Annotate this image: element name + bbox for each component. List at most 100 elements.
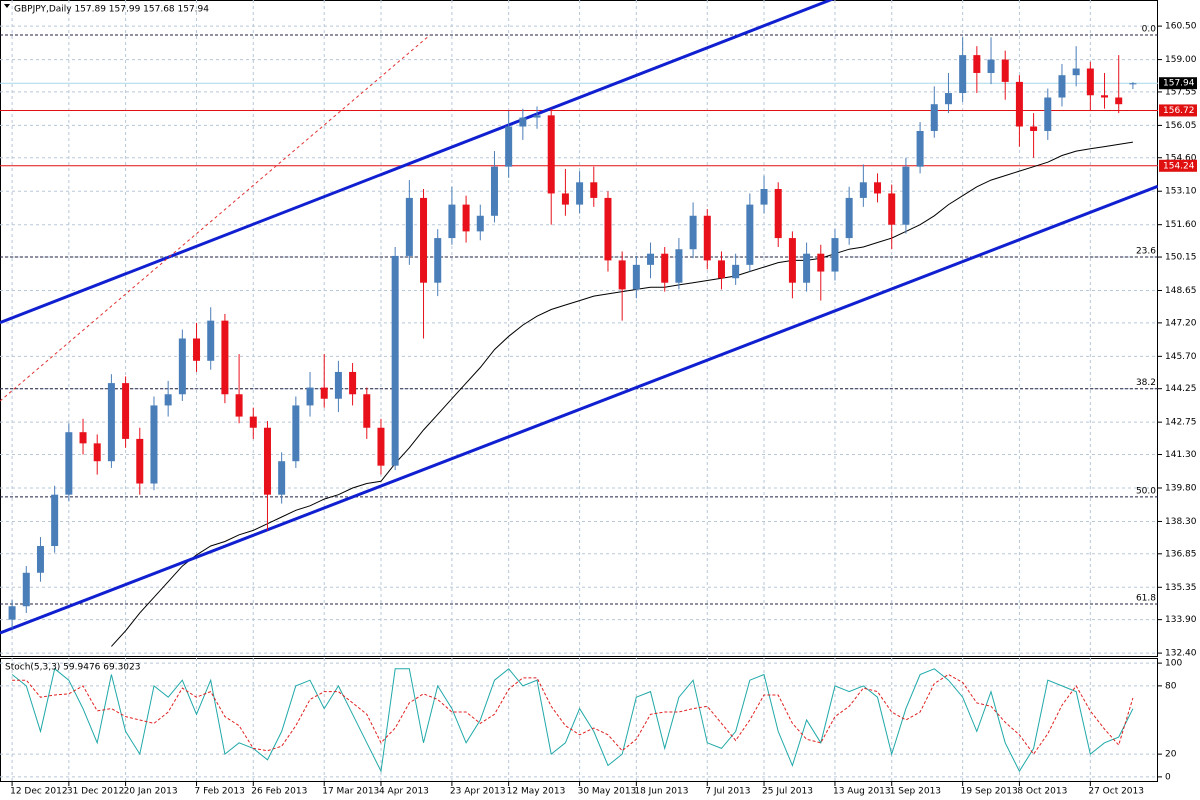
- candle-body: [505, 126, 513, 167]
- x-tick-label: 30 May 2013: [578, 787, 637, 797]
- title-icon: [4, 4, 10, 8]
- candle-body: [363, 394, 371, 428]
- candle-body: [490, 166, 498, 216]
- level-tag: [1159, 159, 1197, 172]
- candle-body: [661, 253, 669, 283]
- main-plot: 0.0 23.6 38.2 50.0 61.8: [0, 0, 1158, 656]
- candle-body: [788, 238, 796, 283]
- trendline: [0, 184, 1158, 635]
- y-tick-label: 150.15: [1165, 253, 1197, 263]
- x-tick-label: 31 Dec 2012: [67, 787, 125, 797]
- x-tick-label: 7 Jul 2013: [705, 787, 750, 797]
- candle-body: [193, 338, 201, 361]
- candle-body: [845, 197, 853, 239]
- candle-body: [1086, 68, 1094, 96]
- candle-body: [959, 55, 967, 94]
- y-tick-label: 133.90: [1165, 615, 1197, 625]
- x-tick-label: 19 Sep 2013: [961, 787, 1018, 797]
- trendline: [0, 0, 835, 325]
- y-tick-label: 151.60: [1165, 220, 1197, 230]
- candle-body: [207, 320, 215, 361]
- y-tick-label: 135.35: [1165, 583, 1197, 593]
- candle-body: [1030, 126, 1038, 131]
- y-tick-label: 139.80: [1165, 483, 1197, 493]
- candle-body: [803, 253, 811, 283]
- x-tick-label: 12 Dec 2012: [10, 787, 68, 797]
- y-tick-label: 145.70: [1165, 352, 1197, 362]
- y-tick-label: 142.75: [1165, 418, 1197, 428]
- candle-body: [916, 130, 924, 167]
- last-price-tag: [1159, 77, 1197, 90]
- candle-body: [944, 93, 952, 105]
- candle-body: [448, 204, 456, 239]
- x-tick-label: 26 Feb 2013: [251, 787, 307, 797]
- candle-body: [65, 432, 73, 495]
- y-tick-label: 148.65: [1165, 286, 1197, 296]
- candle-body: [391, 255, 399, 466]
- candle-body: [221, 320, 229, 395]
- y-tick-label: 156.05: [1165, 121, 1197, 131]
- candle-body: [1101, 95, 1109, 98]
- candle-body: [576, 182, 584, 205]
- y-tick-label: 141.30: [1165, 450, 1197, 460]
- axes: 160.50 159.00 157.55 156.05 154.60 153.10 151.…: [10, 22, 1197, 797]
- candle-body: [561, 193, 569, 205]
- fib-label: 38.2: [1136, 378, 1156, 388]
- stoch-title: Stoch(5,3,3) 59.9476 69.3023: [5, 663, 140, 673]
- candle-body: [859, 182, 867, 198]
- candle-body: [817, 253, 825, 272]
- candle-body: [93, 443, 101, 462]
- candle-body: [533, 115, 541, 118]
- candle-body: [334, 371, 342, 399]
- x-tick-label: 7 Feb 2013: [195, 787, 245, 797]
- candle-body: [604, 197, 612, 261]
- candle-body: [306, 387, 314, 406]
- candle-body: [51, 494, 59, 546]
- stoch-tick-label: 0: [1165, 772, 1171, 782]
- candle-body: [320, 387, 328, 399]
- candle-body: [79, 432, 87, 444]
- x-tick-label: 18 Jun 2013: [634, 787, 688, 797]
- candle-body: [1001, 59, 1009, 82]
- y-tick-label: 154.60: [1165, 153, 1197, 163]
- candle-body: [930, 104, 938, 131]
- y-tick-label: 138.30: [1165, 517, 1197, 527]
- candle-body: [732, 264, 740, 279]
- candle-body: [178, 338, 186, 395]
- candle-body: [235, 394, 243, 417]
- x-tick-label: 25 Jul 2013: [762, 787, 813, 797]
- candle-body: [675, 249, 683, 283]
- y-tick-label: 147.20: [1165, 318, 1197, 328]
- candle-body: [888, 193, 896, 225]
- candle-body: [746, 204, 754, 265]
- y-tick-label: 136.85: [1165, 549, 1197, 559]
- candle-body: [774, 188, 782, 239]
- stoch-line: [11, 667, 1134, 773]
- x-tick-label: 23 Apr 2013: [450, 787, 506, 797]
- candle-body: [618, 260, 626, 290]
- y-tick-label: 160.50: [1165, 22, 1197, 32]
- x-tick-label: 17 Mar 2013: [322, 787, 379, 797]
- stoch-tick-label: 80: [1165, 681, 1177, 691]
- candle-body: [349, 371, 357, 395]
- candle-body: [760, 188, 768, 205]
- candle-body: [8, 606, 16, 620]
- candle-body: [1129, 83, 1137, 85]
- candle-body: [164, 394, 172, 406]
- candle-body: [987, 59, 995, 73]
- candle-body: [1058, 75, 1066, 98]
- candle-body: [263, 427, 271, 495]
- candle-body: [831, 238, 839, 272]
- last-price-label: 157.94: [1163, 79, 1195, 89]
- y-tick-label: 159.00: [1165, 55, 1197, 65]
- candle-body: [632, 264, 640, 290]
- y-tick-label: 157.55: [1165, 87, 1197, 97]
- candle-body: [36, 545, 44, 573]
- y-tick-label: 132.40: [1165, 649, 1197, 659]
- candle-body: [122, 383, 130, 439]
- fib-label: 23.6: [1136, 247, 1156, 257]
- candle-body: [249, 416, 257, 428]
- x-tick-label: 8 Oct 2013: [1017, 787, 1067, 797]
- main-frame: [0, 0, 1158, 657]
